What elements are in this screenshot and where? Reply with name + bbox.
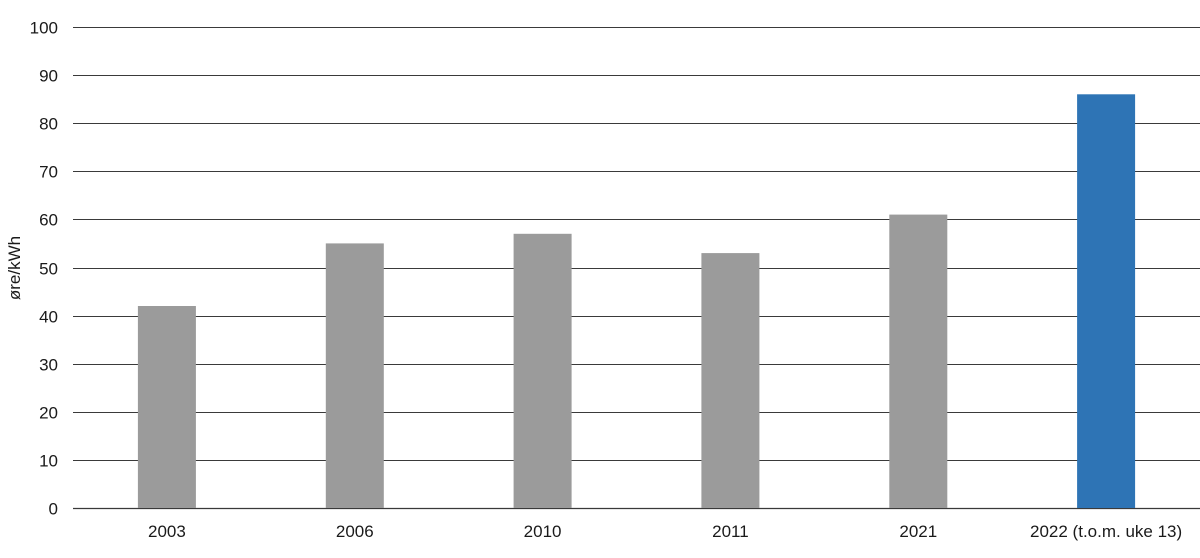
x-tick-label: 2021 [899, 522, 937, 541]
y-tick-label: 10 [39, 452, 58, 471]
x-axis-ticks: 2003 2006 2010 2011 2021 2022 (t.o.m. uke 13) [148, 522, 1182, 541]
x-tick-label: 2003 [148, 522, 186, 541]
bars [137, 94, 1136, 509]
bar [1077, 94, 1136, 509]
y-axis-ticks: 0 10 20 30 40 50 60 70 80 90 100 [30, 19, 58, 519]
y-tick-label: 70 [39, 163, 58, 182]
x-tick-label: 2006 [336, 522, 374, 541]
y-tick-label: 90 [39, 67, 58, 86]
x-tick-label: 2022 (t.o.m. uke 13) [1030, 522, 1182, 541]
x-tick-label: 2010 [524, 522, 562, 541]
y-tick-label: 80 [39, 115, 58, 134]
y-tick-label: 0 [49, 500, 58, 519]
gridlines [73, 27, 1200, 510]
y-axis-title: øre/kWh [5, 236, 24, 300]
bar [137, 306, 196, 508]
bar [325, 243, 384, 508]
y-tick-label: 40 [39, 308, 58, 327]
y-tick-label: 100 [30, 19, 58, 38]
bar [889, 214, 948, 508]
y-tick-label: 50 [39, 260, 58, 279]
bar [701, 253, 760, 508]
y-tick-label: 60 [39, 211, 58, 230]
x-tick-label: 2011 [712, 522, 749, 541]
bar [513, 233, 572, 509]
y-tick-label: 20 [39, 404, 58, 423]
y-tick-label: 30 [39, 356, 58, 375]
